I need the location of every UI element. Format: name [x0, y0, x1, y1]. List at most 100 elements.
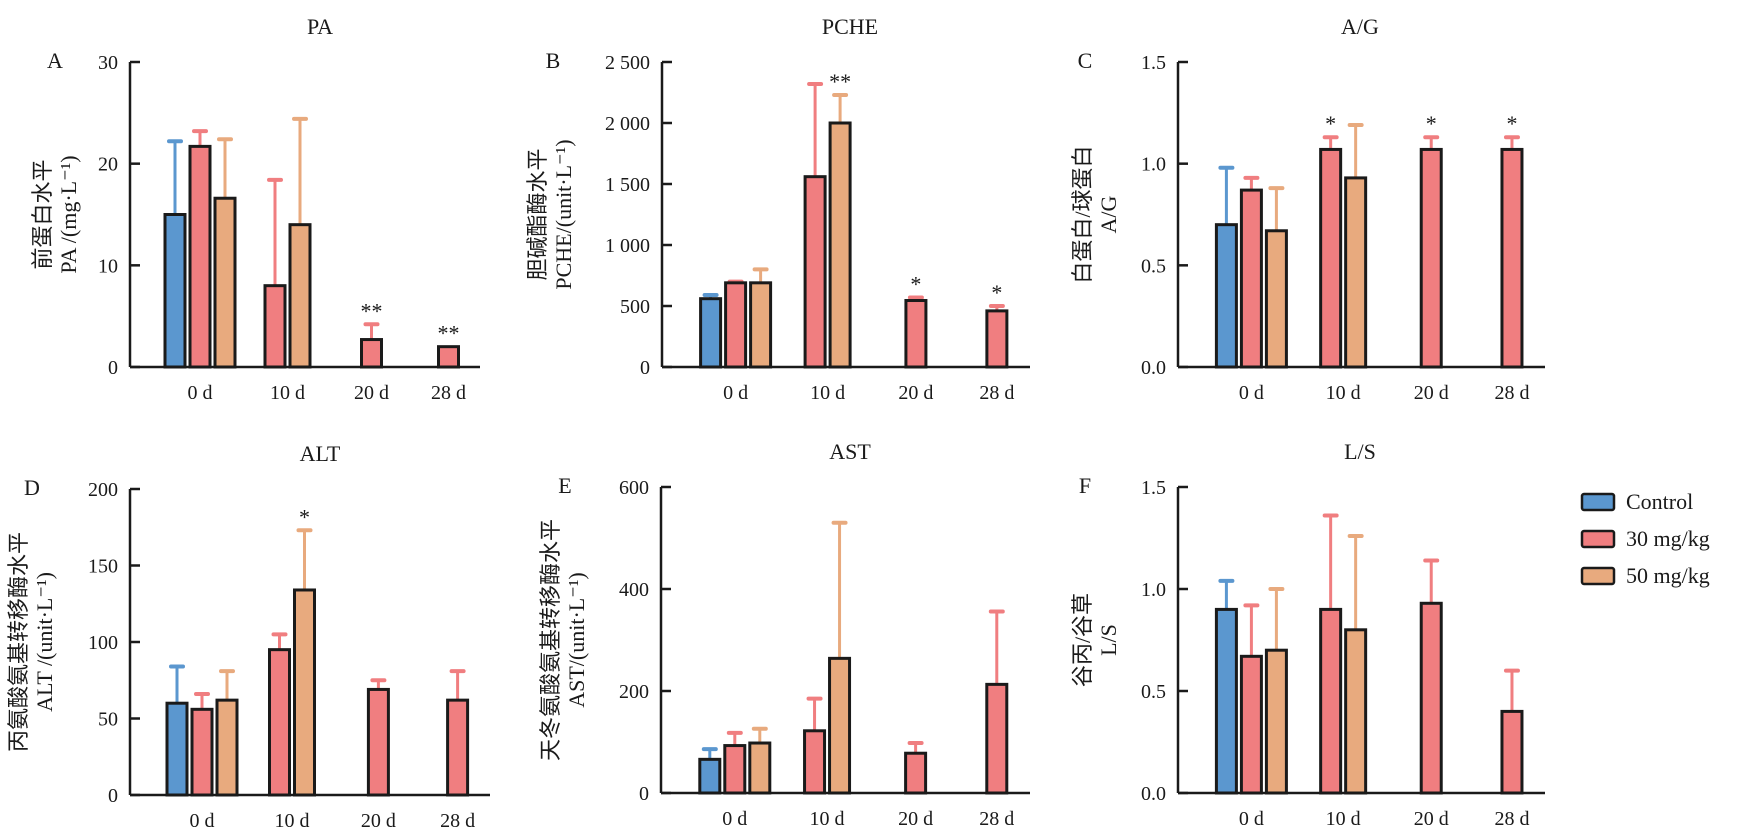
panel-d-y-tick-label: 50: [98, 709, 118, 731]
panel-a-x-tick-label: 0 d: [188, 382, 213, 404]
panel-a-y-tick-label: 20: [98, 154, 118, 176]
panel-e-bar-50-mg-kg: [828, 656, 852, 795]
legend-swatch-1: [1580, 492, 1616, 512]
panel-f-x-tick-label: 20 d: [1414, 808, 1449, 830]
panel-f-bar-50-mg-kg: [1264, 648, 1288, 795]
panel-a-significance-marker: **: [438, 321, 460, 346]
panel-c-ylabel: A/G: [1096, 195, 1121, 233]
panel-f-bar-30-mg-kg: [1500, 709, 1524, 795]
panel-b-x-tick-label: 10 d: [810, 382, 845, 404]
panel-b-significance-marker: *: [991, 280, 1002, 305]
panel-f-y-tick-label: 1.5: [1141, 477, 1166, 499]
panel-b-y-tick-label: 500: [620, 296, 650, 318]
panel-b-bar-50-mg-kg: [749, 281, 773, 369]
panel-c-bar-50-mg-kg: [1344, 176, 1368, 369]
panel-c-y-tick-label: 1.0: [1141, 154, 1166, 176]
panel-c-bar-30-mg-kg: [1239, 188, 1263, 369]
panel-b-y-tick-label: 0: [640, 357, 650, 379]
panel-e-y-tick-label: 400: [619, 579, 649, 601]
panel-f-y-tick-label: 0.0: [1141, 783, 1166, 805]
panel-c-bar-50-mg-kg: [1264, 229, 1288, 369]
panel-a-x-tick-label: 28 d: [431, 382, 466, 404]
panel-b-ylabel-cn: 胆碱酯酶水平: [525, 148, 550, 280]
panel-c-bar-30-mg-kg: [1500, 147, 1524, 369]
panel-a-bar-50-mg-kg: [213, 196, 237, 369]
panel-e-title: AST: [829, 439, 871, 464]
panel-b-x-tick-label: 28 d: [979, 382, 1014, 404]
panel-b-x-tick-label: 0 d: [723, 382, 748, 404]
panel-e-x-tick-label: 0 d: [722, 808, 747, 830]
legend-label-1: Control: [1626, 489, 1693, 514]
panel-e-ylabel: AST/(unit·L⁻¹): [564, 572, 589, 708]
panel-d-x-tick-label: 28 d: [440, 810, 475, 832]
panel-d-ylabel-cn: 丙氨酸氨基转移酶水平: [6, 532, 31, 752]
panel-e-y-tick-label: 600: [619, 477, 649, 499]
panel-a-x-tick-label: 20 d: [354, 382, 389, 404]
panel-d-ylabel: ALT /(unit·L⁻¹): [32, 572, 57, 712]
panel-d-bar-50-mg-kg: [293, 588, 316, 797]
panel-e-letter: E: [558, 473, 571, 498]
panel-f-x-tick-label: 10 d: [1326, 808, 1361, 830]
panel-a-bar-50-mg-kg: [288, 223, 312, 369]
panel-f-x-tick-label: 0 d: [1239, 808, 1264, 830]
panel-b-significance-marker: *: [910, 271, 921, 296]
panel-b-y-tick-label: 1 000: [605, 235, 650, 257]
panel-e-ylabel-cn: 天冬氨酸氨基转移酶水平: [538, 519, 563, 761]
panel-b-bar-30-mg-kg: [904, 299, 928, 369]
panel-e-bar-30-mg-kg: [904, 751, 928, 795]
legend-swatch-3: [1580, 566, 1616, 586]
panel-c-y-tick-label: 1.5: [1141, 52, 1166, 74]
panel-d-bar-30-mg-kg: [446, 698, 470, 797]
panel-f-y-tick-label: 0.5: [1141, 681, 1166, 703]
panel-b-x-tick-label: 20 d: [898, 382, 933, 404]
panel-f-bar-control: [1214, 607, 1238, 795]
panel-c-bar-control: [1214, 223, 1238, 369]
panel-d-letter: D: [24, 475, 40, 500]
panel-d-bar-50-mg-kg: [215, 698, 239, 797]
panel-a-bar-control: [163, 213, 187, 369]
panel-b-title: PCHE: [822, 14, 878, 39]
panel-a-significance-marker: **: [361, 298, 383, 323]
panel-e-bar-50-mg-kg: [748, 741, 772, 795]
panel-c-y-tick-label: 0.5: [1141, 255, 1166, 277]
panel-d-bar-30-mg-kg: [366, 687, 390, 797]
panel-c-x-tick-label: 0 d: [1239, 382, 1264, 404]
panel-a-bar-30-mg-kg: [437, 345, 460, 369]
panel-a-letter: A: [47, 48, 63, 73]
panel-d-bar-control: [165, 701, 189, 797]
panel-e-y-tick-label: 200: [619, 681, 649, 703]
panel-a-ylabel-cn: 前蛋白水平: [30, 159, 55, 269]
panel-f-bar-30-mg-kg: [1419, 601, 1443, 795]
panel-c-x-tick-label: 10 d: [1326, 382, 1361, 404]
panel-d-x-tick-label: 0 d: [190, 810, 215, 832]
panel-c-letter: C: [1078, 48, 1093, 73]
panel-a-bar-30-mg-kg: [360, 338, 383, 369]
panel-f-ylabel: L/S: [1096, 624, 1121, 656]
panel-a-title: PA: [307, 14, 333, 39]
panel-d-x-tick-label: 20 d: [361, 810, 396, 832]
panel-a-y-tick-label: 0: [108, 357, 118, 379]
panel-c-bar-30-mg-kg: [1319, 147, 1343, 369]
panel-c-ylabel-cn: 白蛋白/球蛋白: [1070, 145, 1095, 283]
panel-a-x-tick-label: 10 d: [270, 382, 305, 404]
panel-f-bar-30-mg-kg: [1319, 607, 1343, 795]
panel-f-ylabel-cn: 谷丙/谷草: [1070, 593, 1095, 687]
panel-f-bar-50-mg-kg: [1344, 628, 1368, 795]
panel-f-x-tick-label: 28 d: [1494, 808, 1529, 830]
panel-e-x-tick-label: 28 d: [979, 808, 1014, 830]
legend-label-2: 30 mg/kg: [1626, 526, 1710, 551]
panel-c-significance-marker: *: [1325, 111, 1336, 136]
panel-d-bar-30-mg-kg: [268, 648, 291, 797]
panel-b-letter: B: [546, 48, 561, 73]
panel-d-bar-30-mg-kg: [190, 707, 214, 797]
panel-d-x-tick-label: 10 d: [275, 810, 310, 832]
panel-c-significance-marker: *: [1506, 111, 1517, 136]
panel-b-bar-50-mg-kg: [828, 121, 852, 369]
panel-f-letter: F: [1079, 473, 1091, 498]
panel-b-significance-marker: **: [829, 69, 851, 94]
panel-c-significance-marker: *: [1426, 111, 1437, 136]
panel-a-bar-30-mg-kg: [263, 284, 287, 369]
legend-label-3: 50 mg/kg: [1626, 563, 1710, 588]
panel-f-y-tick-label: 1.0: [1141, 579, 1166, 601]
panel-e-x-tick-label: 10 d: [810, 808, 845, 830]
